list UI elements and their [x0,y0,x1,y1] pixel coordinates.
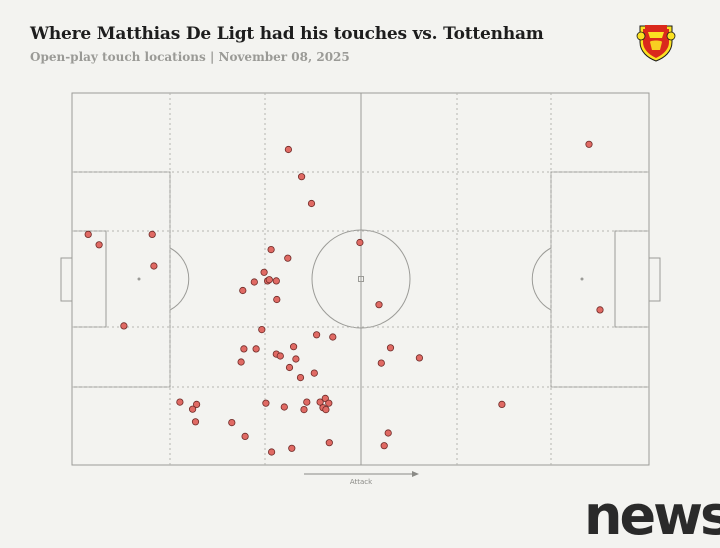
touch-point [228,418,236,427]
touch-point [189,405,197,413]
touch-point [276,352,284,360]
touch-point [267,246,275,254]
touch-point [273,295,281,304]
touch-point [240,345,248,353]
touch-point [325,399,333,407]
touch-point [386,344,395,352]
touch-point [297,173,306,181]
touch-point [415,354,423,362]
left-goal [60,257,73,302]
touch-point [292,355,300,363]
touch-point [384,429,392,437]
touch-point [150,262,158,270]
touch-point [237,358,245,366]
chart-title: Where Matthias De Ligt had his touches v… [30,24,544,44]
touch-point [95,241,103,249]
touch-point [356,238,364,247]
touch-point [498,400,506,408]
touch-point [280,403,288,411]
touch-point [300,405,308,414]
touch-point [325,439,333,447]
centre-circle [311,229,411,329]
pitch-markings [60,92,661,466]
touch-point [258,325,266,334]
left-penalty-box [71,171,171,388]
touch-point [241,432,249,440]
touch-point [84,230,92,238]
touch-point [585,140,593,148]
attack-label: Attack [350,478,373,486]
news-watermark: news [584,484,720,547]
touch-point [303,398,311,406]
touch-point [265,276,273,284]
touch-point [252,345,260,353]
touch-point [380,442,388,450]
touch-point [312,331,321,339]
touch-point [250,278,258,286]
touch-point [284,254,292,262]
right-penalty-box [550,171,650,388]
touch-point [260,268,268,276]
touch-point [316,398,324,406]
zone-grid [72,93,649,465]
touch-point [296,373,305,382]
touch-point [310,369,318,377]
right-six-yard-box [614,230,650,328]
touch-point [284,145,292,154]
centre-spot [358,276,364,282]
touch-point [375,301,383,309]
touch-point [322,405,330,414]
touch-point [596,306,604,314]
touch-point [120,322,128,330]
touch-point [329,333,337,341]
touch-point [262,399,270,407]
left-penalty-arc [169,247,190,311]
attack-direction: Attack [304,471,419,486]
touch-point [267,448,276,456]
touch-point [148,230,156,238]
touch-point [285,363,294,372]
touch-point [176,398,184,406]
right-penalty-arc [531,247,552,311]
touch-point [289,343,298,351]
touch-point [193,400,201,408]
chart-subtitle: Open-play touch locations | November 08,… [30,50,350,64]
touch-point [307,199,316,208]
touch-point [191,418,200,426]
right-goal [648,257,661,302]
right-penalty-spot [580,277,584,281]
touch-point [321,394,329,402]
manchester-united-crest [636,20,676,62]
attack-arrow-icon [412,471,419,477]
touch-points [84,140,604,456]
touch-point [377,359,385,367]
touch-point [272,277,280,285]
left-penalty-spot [137,277,141,281]
touch-point [239,286,247,295]
touch-point [288,444,296,452]
